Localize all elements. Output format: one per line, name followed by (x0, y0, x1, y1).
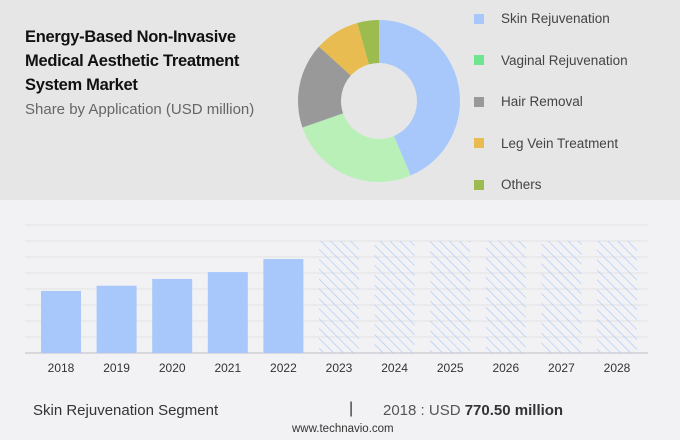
x-tick-label: 2021 (214, 361, 241, 375)
legend-label: Others (501, 177, 542, 192)
bar-2022 (263, 259, 304, 353)
x-tick-label: 2026 (492, 361, 519, 375)
x-tick-label: 2024 (381, 361, 408, 375)
x-tick-label: 2023 (326, 361, 353, 375)
segment-label: Skin Rejuvenation Segment (33, 402, 219, 419)
forecast-bar-2027 (541, 241, 582, 353)
bar-2019 (96, 285, 137, 353)
title-line: Energy-Based Non-Invasive (25, 28, 236, 46)
donut-slice (318, 22, 369, 76)
legend-swatch (474, 13, 484, 24)
legend-item: Others (474, 177, 542, 192)
legend-swatch (474, 179, 484, 190)
value-prefix: 2018 : USD (383, 402, 465, 419)
x-tick-label: 2027 (548, 361, 575, 375)
forecast-bar-2028 (597, 241, 637, 353)
forecast-bar-2026 (485, 241, 526, 353)
forecast-bar-2025 (430, 241, 471, 353)
donut-slice (357, 20, 379, 65)
title-line: System Market (25, 76, 138, 94)
title-line: Medical Aesthetic Treatment (25, 52, 240, 70)
legend-item: Leg Vein Treatment (474, 136, 618, 151)
x-tick-label: 2019 (103, 361, 130, 375)
source-link[interactable]: www.technavio.com (292, 423, 394, 435)
legend-label: Hair Removal (501, 94, 583, 109)
legend-item: Vaginal Rejuvenation (474, 53, 628, 68)
legend-item: Hair Removal (474, 94, 583, 109)
x-tick-label: 2022 (270, 361, 297, 375)
chart-title: Energy-Based Non-Invasive Medical Aesthe… (25, 25, 239, 97)
legend-swatch (474, 55, 484, 65)
x-tick-label: 2028 (604, 361, 631, 375)
legend-item: Skin Rejuvenation (474, 11, 610, 26)
forecast-bar-2024 (374, 241, 415, 353)
x-tick-label: 2018 (48, 361, 75, 375)
value-amount: 770.50 million (464, 402, 564, 419)
separator: | (349, 400, 354, 417)
bar-2020 (152, 278, 193, 353)
legend-swatch (474, 96, 484, 107)
x-tick-label: 2020 (159, 361, 186, 375)
forecast-bar-2023 (319, 241, 359, 353)
bar-2021 (207, 272, 248, 353)
legend-label: Skin Rejuvenation (501, 11, 610, 26)
segment-value: 2018 : USD 770.50 million (383, 402, 563, 419)
donut-slice (298, 46, 351, 128)
x-tick-label: 2025 (437, 361, 464, 375)
bar-2018 (41, 291, 81, 353)
legend-swatch (474, 138, 484, 148)
legend-label: Vaginal Rejuvenation (501, 52, 628, 68)
chart-subtitle: Share by Application (USD million) (25, 101, 255, 118)
donut-slice (379, 20, 460, 176)
donut-slice (302, 113, 411, 182)
legend-label: Leg Vein Treatment (501, 135, 619, 151)
